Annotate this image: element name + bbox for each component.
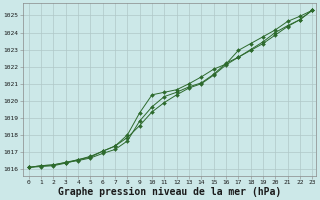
X-axis label: Graphe pression niveau de la mer (hPa): Graphe pression niveau de la mer (hPa) — [58, 186, 281, 197]
